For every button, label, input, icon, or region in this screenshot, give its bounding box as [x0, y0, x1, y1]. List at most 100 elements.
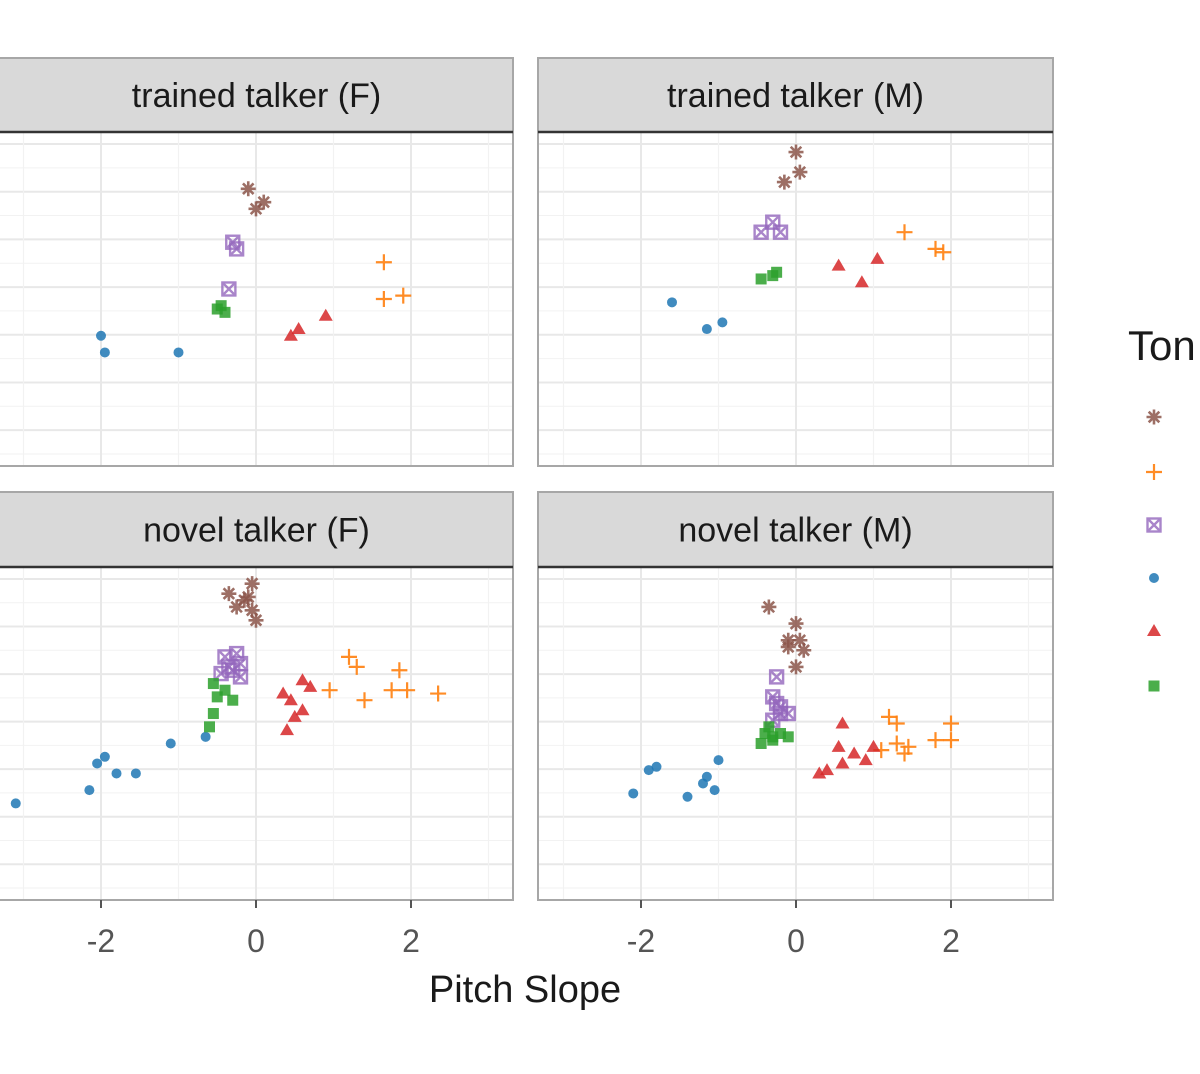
data-point-square [763, 721, 775, 733]
data-point-asterisk-core [800, 646, 808, 654]
data-point-circle [111, 768, 122, 779]
data-point-asterisk [792, 632, 808, 648]
data-point-triangle [812, 766, 827, 779]
data-point-square-x [753, 224, 769, 240]
data-point-asterisk [221, 586, 237, 602]
data-point-square [204, 721, 215, 733]
data-point-square-x-box [765, 689, 781, 705]
data-point-plus [927, 732, 944, 749]
data-point-triangle [847, 746, 862, 759]
data-point-circle [701, 324, 712, 335]
x-axis-label: Pitch Slope [429, 969, 621, 1011]
data-point-asterisk [236, 592, 252, 608]
data-point-asterisk [776, 174, 792, 190]
data-point-circle [709, 785, 720, 796]
data-point-asterisk-core [248, 580, 256, 588]
data-point-square-x-box [768, 669, 785, 685]
data-point-circle [99, 751, 110, 762]
data-point-square-x [772, 224, 789, 240]
data-point-asterisk [248, 201, 264, 217]
data-point-square-x-cross [753, 224, 769, 240]
data-point-plus [399, 682, 416, 699]
data-point-plus [943, 715, 959, 732]
data-point-circle [130, 768, 141, 779]
data-point-asterisk-core [796, 636, 804, 644]
data-point-asterisk [788, 144, 804, 160]
legend-key-square-x-box [1146, 517, 1162, 533]
data-point-square-x-box [225, 662, 241, 678]
data-point-triangle [831, 739, 846, 752]
data-point-square [207, 708, 219, 720]
data-point-asterisk-core [240, 596, 248, 604]
data-point-square [755, 273, 767, 285]
facet-panel: novel talker (M) [537, 491, 1054, 901]
data-point-asterisk-core [792, 663, 800, 671]
data-point-asterisk-core [248, 606, 256, 614]
data-point-triangle [276, 686, 291, 699]
legend: Ton [1128, 322, 1196, 692]
data-point-triangle [831, 258, 846, 271]
data-point-square-x [225, 662, 241, 678]
data-point-circle [643, 765, 654, 776]
data-point-square-x-cross [773, 699, 788, 715]
data-point-triangle [287, 709, 302, 722]
data-point-square-x [221, 281, 237, 297]
data-point-plus [888, 735, 905, 752]
data-point-asterisk-core [233, 603, 241, 611]
data-point-plus [341, 648, 357, 665]
data-point-circle [651, 761, 662, 772]
data-point-asterisk [229, 599, 245, 615]
x-tick-label: 0 [787, 923, 805, 959]
data-point-asterisk [248, 612, 264, 628]
facet-panel: trained talker (M) [537, 57, 1054, 467]
data-point-asterisk [780, 632, 796, 648]
data-point-square-x-box [221, 281, 237, 297]
data-point-asterisk [256, 194, 272, 210]
data-point-asterisk-core [260, 198, 268, 206]
data-point-square [211, 303, 223, 315]
data-point-plus [348, 658, 365, 675]
data-point-square-x [772, 699, 789, 715]
data-point-plus [935, 244, 952, 261]
data-point-plus [391, 662, 408, 679]
data-point-circle [96, 330, 106, 341]
data-point-triangle [318, 308, 333, 321]
data-point-plus [943, 732, 959, 749]
data-point-triangle [295, 703, 310, 716]
data-point-square [755, 737, 767, 749]
data-point-plus [896, 224, 913, 241]
data-point-asterisk [796, 642, 812, 658]
x-tick-label: 2 [402, 923, 420, 959]
facet-strip [0, 491, 514, 568]
data-point-circle [717, 317, 728, 328]
data-point-square [759, 728, 771, 739]
facet-strip-label: trained talker (M) [667, 77, 924, 115]
data-point-circle [667, 297, 677, 308]
data-point-plus [383, 682, 400, 699]
data-point-square [775, 728, 786, 739]
facet-strip [537, 57, 1054, 133]
data-point-triangle [295, 673, 310, 686]
data-point-triangle [820, 763, 834, 776]
data-point-triangle [870, 251, 885, 264]
facet-strip-label: trained talker (F) [132, 77, 381, 115]
data-point-triangle [291, 322, 306, 335]
data-point-circle [200, 731, 211, 742]
data-point-circle [682, 791, 693, 802]
data-point-square-x-box [753, 224, 769, 240]
legend-key-triangle [1147, 624, 1161, 636]
facet-strip-label: novel talker (F) [143, 512, 370, 550]
data-point-plus [321, 682, 338, 699]
data-point-triangle [835, 716, 850, 729]
data-point-circle [92, 758, 103, 769]
data-point-asterisk-core [792, 620, 800, 628]
facet-panel: trained talker (F) [0, 57, 514, 467]
data-point-square [767, 734, 779, 746]
data-point-asterisk-core [792, 148, 800, 156]
data-point-square-x-cross [221, 281, 237, 297]
data-point-asterisk [761, 599, 777, 615]
data-point-plus [356, 692, 373, 709]
data-point-square-x-cross [229, 241, 244, 257]
